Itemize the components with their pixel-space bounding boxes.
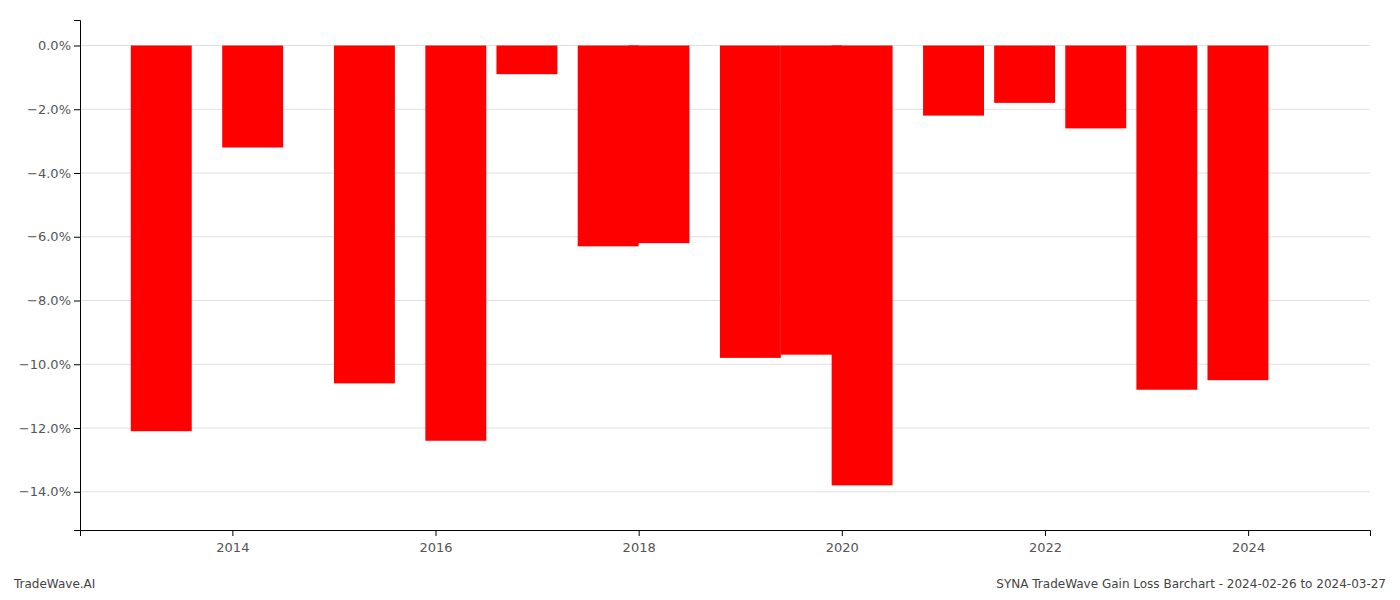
y-tick: −2.0% <box>27 102 80 117</box>
x-tick: 2020 <box>826 530 859 555</box>
bar <box>222 46 283 148</box>
x-tick: 2016 <box>419 530 452 555</box>
x-tick-label: 2024 <box>1232 540 1265 555</box>
x-tick-mark <box>1045 530 1046 536</box>
y-tick-mark <box>74 46 80 47</box>
plot: 2014 2016 2018 2020 2022 2024 0.0% −2.0% −4.0% −6… <box>19 21 1371 556</box>
x-axis-line <box>81 531 1371 537</box>
grid <box>80 46 1370 492</box>
x-tick-mark <box>1248 530 1249 536</box>
x-tick-label: 2022 <box>1029 540 1062 555</box>
x-tick: 2018 <box>623 530 656 555</box>
bar <box>496 46 557 75</box>
chart: 2014 2016 2018 2020 2022 2024 0.0% −2.0% −4.0% −6… <box>0 0 1400 600</box>
bar <box>629 46 690 244</box>
y-tick: −12.0% <box>19 421 80 436</box>
x-tick-mark <box>842 530 843 536</box>
y-tick: −10.0% <box>19 357 80 372</box>
x-tick-mark <box>232 530 233 536</box>
bars <box>131 46 1269 486</box>
x-tick-label: 2018 <box>623 540 656 555</box>
y-tick-mark <box>74 237 80 238</box>
y-tick-label: −2.0% <box>27 102 71 117</box>
x-tick-label: 2016 <box>419 540 452 555</box>
bar <box>334 46 395 384</box>
bar <box>425 46 486 441</box>
grid-line <box>80 428 1370 429</box>
y-tick-label: −8.0% <box>27 293 71 308</box>
bar <box>1136 46 1197 390</box>
x-tick-mark <box>436 530 437 536</box>
y-axis: 0.0% −2.0% −4.0% −6.0% −8.0% −10.0% −12.0% −14.… <box>19 21 81 531</box>
x-tick: 2014 <box>216 530 249 555</box>
x-tick-label: 2020 <box>826 540 859 555</box>
y-tick-mark <box>74 173 80 174</box>
x-tick: 2022 <box>1029 530 1062 555</box>
bar <box>131 46 192 432</box>
bar <box>832 46 893 486</box>
x-tick: 2024 <box>1232 530 1265 555</box>
y-tick: 0.0% <box>38 38 80 53</box>
x-tick-label: 2014 <box>216 540 249 555</box>
y-tick-mark <box>74 492 80 493</box>
y-tick: −14.0% <box>19 484 80 499</box>
y-tick: −8.0% <box>27 293 80 308</box>
y-tick-mark <box>74 364 80 365</box>
bar <box>994 46 1055 103</box>
y-tick: −4.0% <box>27 166 80 181</box>
x-tick-mark <box>639 530 640 536</box>
grid-line <box>80 491 1370 492</box>
y-tick-mark <box>74 428 80 429</box>
y-tick-label: −6.0% <box>27 229 71 244</box>
bar <box>1207 46 1268 381</box>
footer: TradeWave.AI <box>13 577 95 591</box>
y-tick-label: −14.0% <box>19 484 71 499</box>
y-tick: −6.0% <box>27 229 80 244</box>
bar <box>923 46 984 116</box>
y-tick-label: −12.0% <box>19 421 71 436</box>
y-tick-mark <box>74 301 80 302</box>
y-axis-line <box>74 21 81 531</box>
footer: SYNA TradeWave Gain Loss Barchart - 2024… <box>996 577 1386 591</box>
bar <box>720 46 781 358</box>
y-tick-label: 0.0% <box>38 38 71 53</box>
y-tick-label: −10.0% <box>19 357 71 372</box>
x-axis: 2014 2016 2018 2020 2022 2024 <box>81 530 1371 555</box>
y-tick-label: −4.0% <box>27 166 71 181</box>
bar <box>1065 46 1126 129</box>
y-tick-mark <box>74 109 80 110</box>
